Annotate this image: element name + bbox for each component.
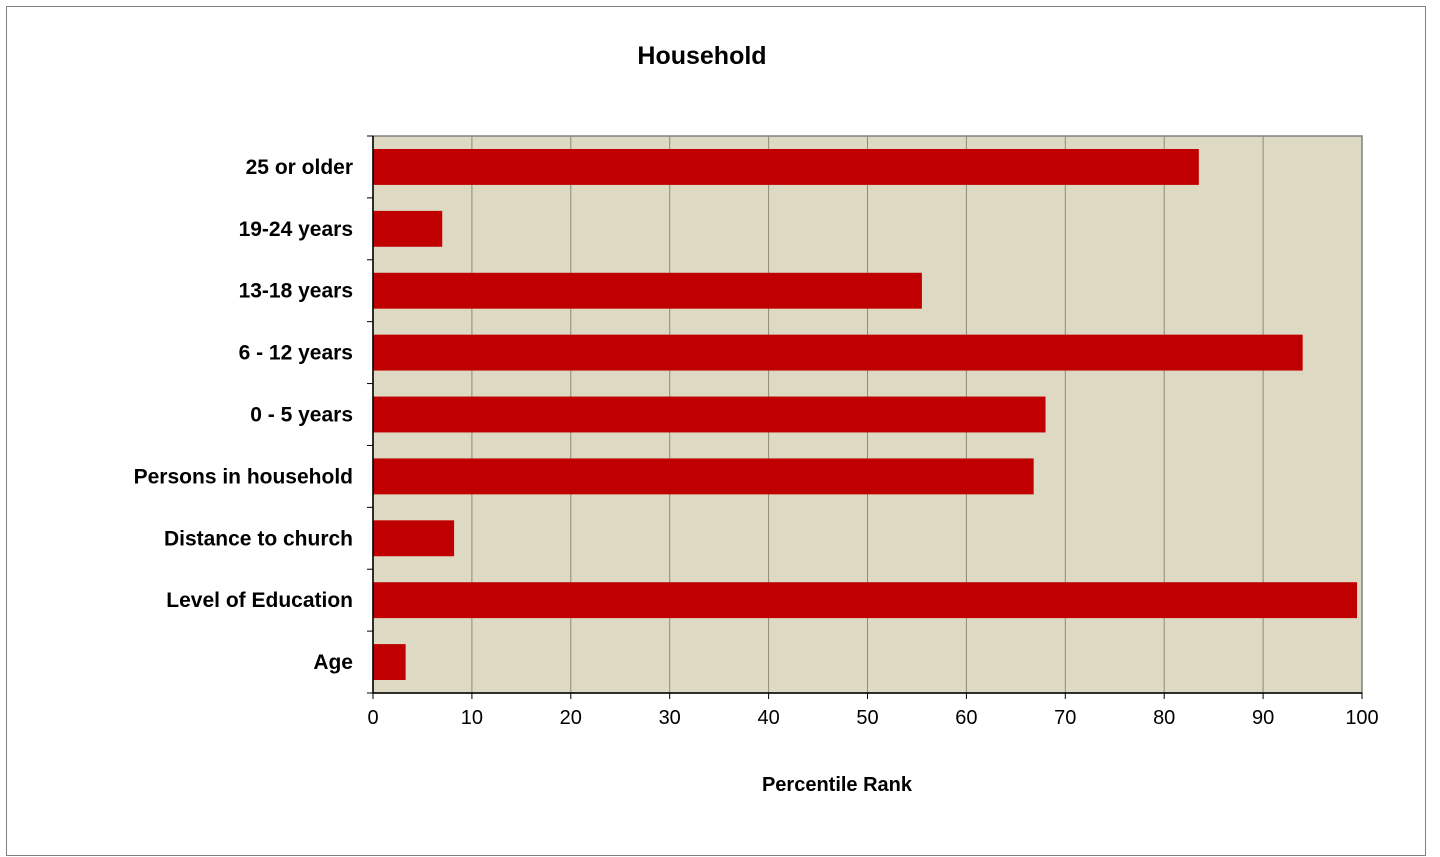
- x-tick-label: 40: [757, 707, 779, 729]
- category-label: Level of Education: [166, 589, 353, 612]
- category-label: 0 - 5 years: [250, 404, 353, 427]
- x-tick-label: 70: [1054, 707, 1076, 729]
- x-tick-labels: 0 10 20 30 40 50 60 70 80 90 100: [367, 707, 1378, 729]
- category-labels: 25 or older 19-24 years 13-18 years 6 - 12 …: [134, 156, 353, 674]
- x-tick-label: 100: [1345, 707, 1378, 729]
- bars: [373, 148, 1358, 681]
- bar-chart: Household 0 10 20 30 40 50 60 70 80 90 100 25 or o…: [134, 42, 1379, 796]
- x-tick-label: 60: [955, 707, 977, 729]
- category-label: 13-18 years: [239, 280, 353, 303]
- bar-distance-to-church: [373, 520, 455, 557]
- chart-frame: Household 0 10 20 30 40 50 60 70 80 90 100 25 or o…: [6, 6, 1426, 856]
- x-tick-label: 30: [659, 707, 681, 729]
- bar-level-of-education: [373, 582, 1358, 619]
- x-tick-label: 80: [1153, 707, 1175, 729]
- category-label: 6 - 12 years: [239, 342, 353, 365]
- category-label: Distance to church: [164, 527, 353, 550]
- x-tick-label: 20: [560, 707, 582, 729]
- axes: [367, 135, 1363, 699]
- category-label: 25 or older: [246, 156, 353, 179]
- x-tick-label: 10: [461, 707, 483, 729]
- bar-13-18-years: [373, 272, 922, 309]
- bar-6-12-years: [373, 334, 1303, 371]
- x-tick-label: 90: [1252, 707, 1274, 729]
- bar-persons-in-household: [373, 458, 1034, 495]
- bar-19-24-years: [373, 210, 443, 247]
- bar-0-5-years: [373, 396, 1046, 433]
- x-axis-title: Percentile Rank: [762, 774, 913, 796]
- category-label: Persons in household: [134, 465, 353, 488]
- bar-25-or-older: [373, 148, 1199, 185]
- category-label: Age: [313, 651, 353, 674]
- x-tick-label: 50: [856, 707, 878, 729]
- chart-title: Household: [637, 42, 766, 70]
- x-tick-label: 0: [367, 707, 378, 729]
- bar-age: [373, 644, 406, 681]
- category-label: 19-24 years: [239, 218, 353, 241]
